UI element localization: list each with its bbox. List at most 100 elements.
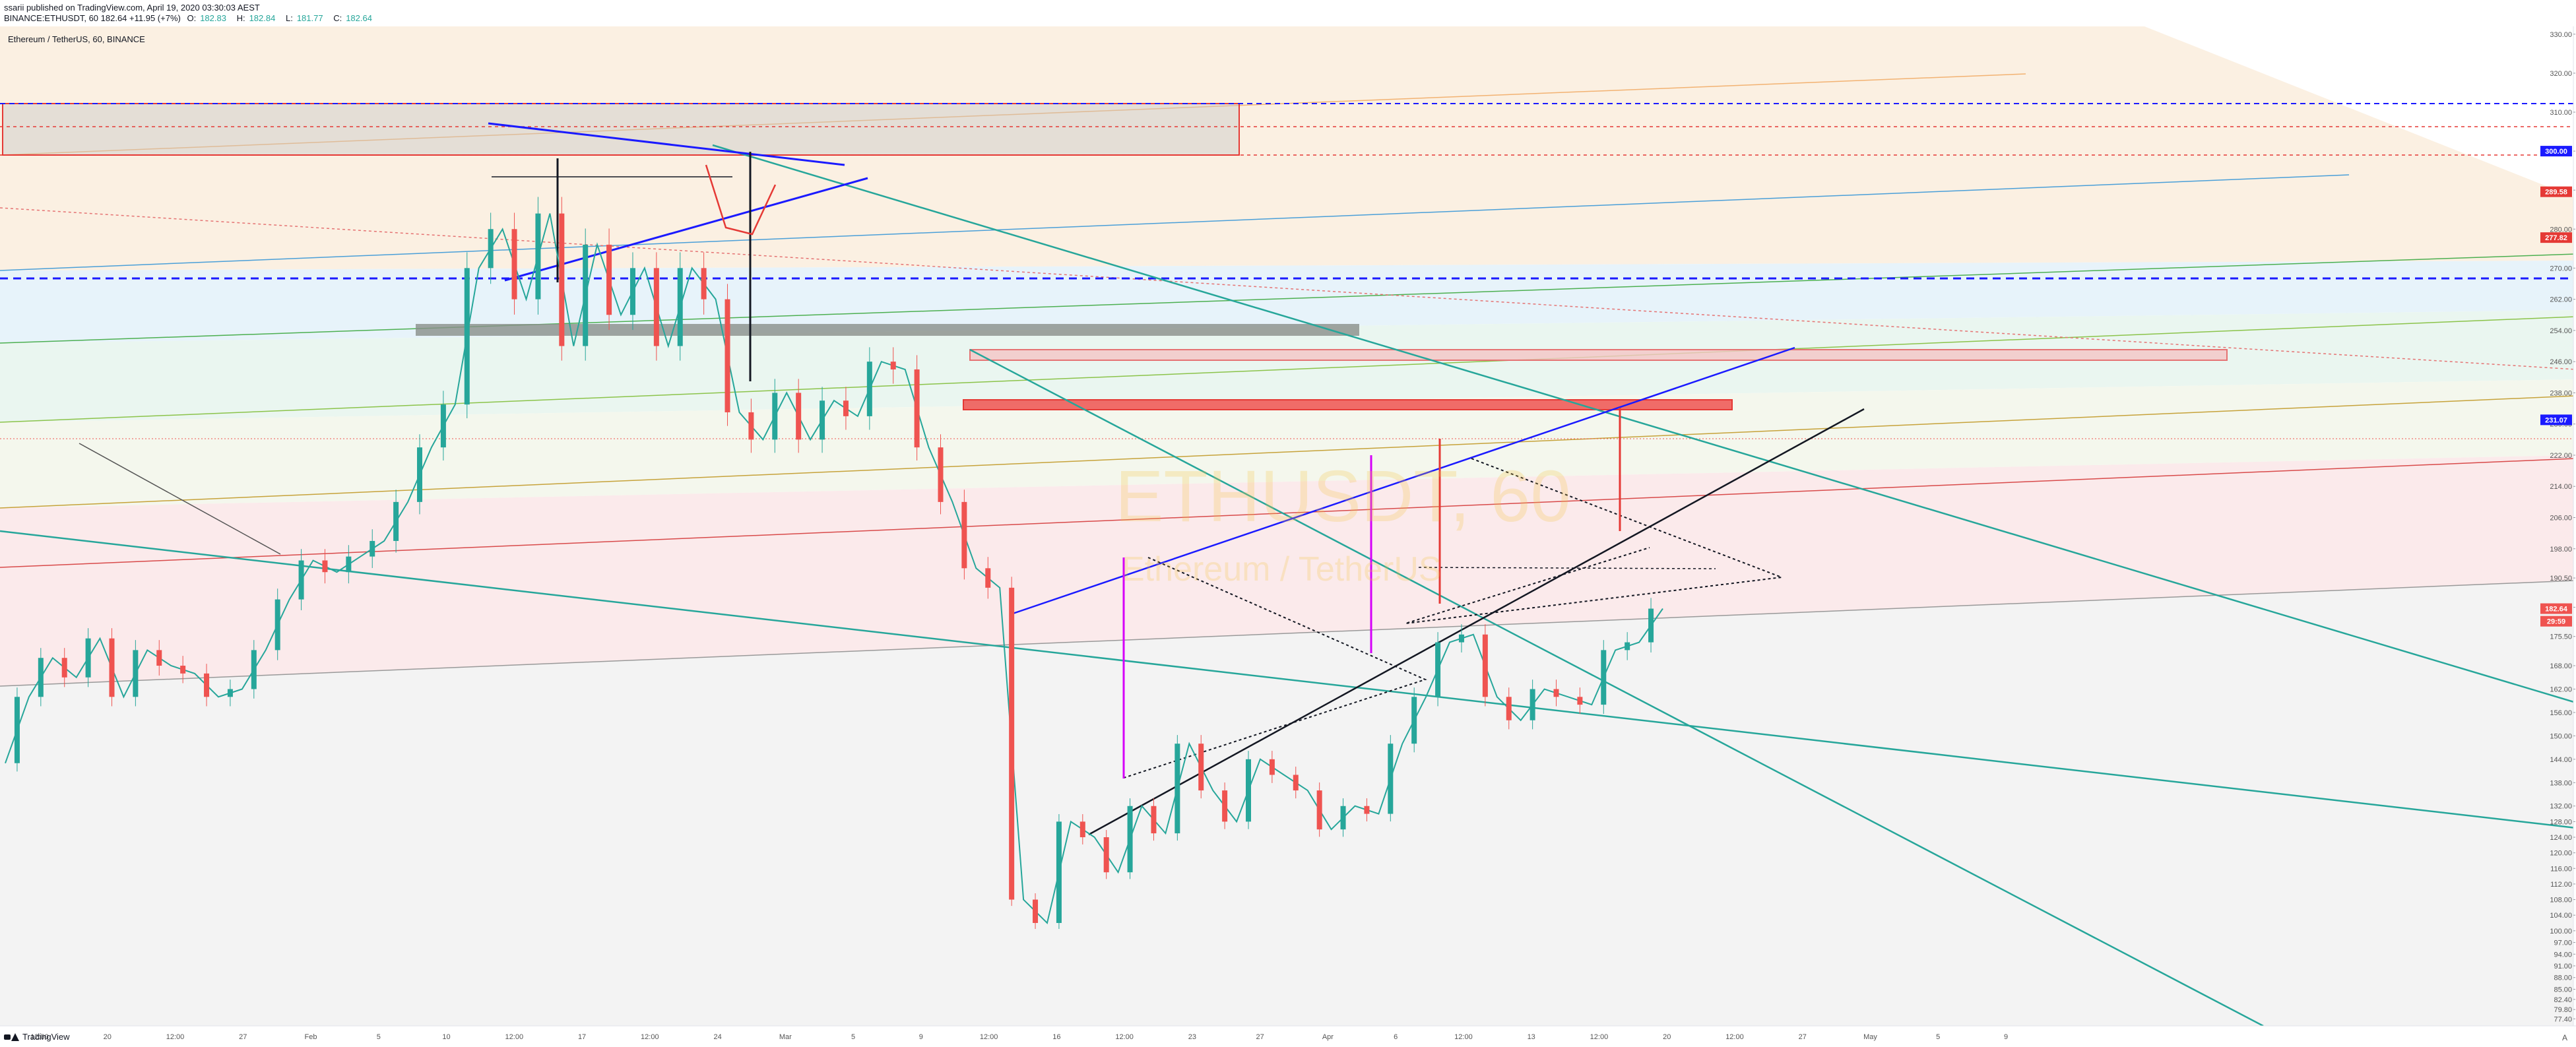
candle-body <box>606 244 612 315</box>
y-tick-label: 79.80 <box>2554 1006 2572 1014</box>
candle-body <box>85 638 91 678</box>
candle-body <box>488 229 494 269</box>
y-tick-label: 100.00 <box>2550 928 2572 936</box>
watermark-symbol: ETHUSDT, 60 <box>1115 456 1571 537</box>
x-tick-label: 12:00 <box>166 1033 185 1041</box>
fib-fan-line <box>0 395 2573 509</box>
candle-body <box>1175 744 1180 834</box>
red-zigzag <box>705 164 777 236</box>
y-tick-label: 238.00 <box>2550 389 2572 397</box>
price-tag <box>2540 414 2572 426</box>
fib-band-1 <box>0 26 2573 270</box>
x-tick-label: 12:00 <box>641 1033 659 1041</box>
dotted-resistance <box>0 207 2573 370</box>
x-tick-label: 13 <box>1528 1033 1535 1041</box>
candle-body <box>985 568 991 588</box>
candle-body <box>1482 634 1488 697</box>
candle-body <box>133 650 139 697</box>
x-tick-label: 20 <box>104 1033 112 1041</box>
ohlc-low: L: 181.77 <box>285 13 323 23</box>
ohlc-close: C: 182.64 <box>333 13 372 23</box>
price-tag-label: 182.64 <box>2545 606 2568 614</box>
supply-zone-top <box>2 103 1240 156</box>
candle-body <box>1388 744 1394 814</box>
y-tick-label: 330.00 <box>2550 31 2572 39</box>
y-tick-label: 116.00 <box>2550 865 2572 873</box>
x-tick-label: 9 <box>2004 1033 2008 1041</box>
y-tick-label: 320.00 <box>2550 70 2572 78</box>
y-tick-label: 108.00 <box>2550 897 2572 904</box>
blue-bottom-line <box>504 177 868 282</box>
candle-body <box>1103 837 1109 873</box>
gray-zone <box>416 324 1359 336</box>
candle-body <box>1364 806 1370 814</box>
candle-body <box>1316 790 1322 830</box>
x-axis[interactable]: 12:00 20 12:00 27 Feb 5 10 12:00 17 12:00 24 Mar 5 9 1… <box>30 1033 2008 1041</box>
x-tick-label: 12:00 <box>1725 1033 1744 1041</box>
x-tick-label: 5 <box>377 1033 381 1041</box>
y-tick-label: 222.00 <box>2550 452 2572 460</box>
scale-settings-icon[interactable]: A <box>2561 1033 2567 1042</box>
price-tag-label: 289.58 <box>2545 189 2567 197</box>
candle-body <box>393 501 399 541</box>
candle-body <box>1269 759 1275 775</box>
price-tag-label: 231.07 <box>2545 416 2567 424</box>
y-tick-label: 112.00 <box>2550 881 2572 889</box>
candle-body <box>559 213 565 346</box>
candle-body <box>866 362 872 416</box>
chart-header: ssarii published on TradingView.com, Apr… <box>4 3 380 24</box>
y-tick-label: 175.50 <box>2550 633 2572 641</box>
price-tag <box>2540 616 2572 627</box>
brand-label: TradingView <box>22 1032 70 1042</box>
candle-body <box>251 650 257 689</box>
price-tag-label: 29:59 <box>2547 618 2565 626</box>
candle-body <box>724 299 730 412</box>
x-tick-label: 12:00 <box>1590 1033 1609 1041</box>
footer[interactable]: TradingView <box>4 1032 70 1042</box>
y-tick-label: 132.00 <box>2550 803 2572 811</box>
y-tick-label: 120.00 <box>2550 850 2572 858</box>
x-tick-label: 27 <box>1256 1033 1264 1041</box>
y-tick-label: 128.00 <box>2550 818 2572 826</box>
candle-body <box>938 447 944 502</box>
candle-body <box>38 658 44 697</box>
fib-fan-line <box>0 316 2573 423</box>
y-tick-label: 270.00 <box>2550 265 2572 272</box>
x-tick-label: May <box>1863 1033 1877 1041</box>
y-tick-label: 214.00 <box>2550 483 2572 491</box>
price-tag <box>2540 603 2572 614</box>
x-tick-label: 23 <box>1188 1033 1196 1041</box>
candle-body <box>1577 697 1583 705</box>
chart-title: Ethereum / TetherUS, 60, BINANCE <box>8 34 145 44</box>
symbol-info: BINANCE:ETHUSDT, 60 182.64 +11.95 (+7%) <box>4 13 181 23</box>
candle-body <box>1293 775 1299 791</box>
candle-body <box>1553 689 1559 697</box>
candle-body <box>653 268 659 346</box>
candle-body <box>1246 759 1251 822</box>
price-tag <box>2540 232 2572 243</box>
candle-body <box>1340 806 1346 830</box>
x-tick-label: 5 <box>851 1033 855 1041</box>
candle-body <box>820 400 825 440</box>
black-support-line <box>1088 408 1865 836</box>
price-tag-label: 300.00 <box>2545 148 2567 156</box>
candle-body <box>796 393 802 440</box>
y-tick-label: 124.00 <box>2550 834 2572 842</box>
candle-body <box>227 689 233 697</box>
candle-body <box>677 268 683 346</box>
price-labels: 300.00 289.58 277.82 231.07 182.64 29:59 <box>2540 146 2572 627</box>
y-tick-label: 94.00 <box>2554 951 2572 959</box>
candle-body <box>440 404 446 448</box>
candle-body <box>1056 821 1062 924</box>
teal-trend-2 <box>0 530 2573 829</box>
y-tick-label: 91.00 <box>2554 963 2572 970</box>
price-tag <box>2540 186 2572 197</box>
teal-trend-1 <box>712 144 2573 703</box>
candle-body <box>1222 790 1228 822</box>
x-tick-label: 9 <box>919 1033 923 1041</box>
candle-body <box>701 268 707 300</box>
candle-body <box>1009 587 1015 900</box>
red-zone-2 <box>963 399 1733 410</box>
candle-body <box>204 673 210 697</box>
